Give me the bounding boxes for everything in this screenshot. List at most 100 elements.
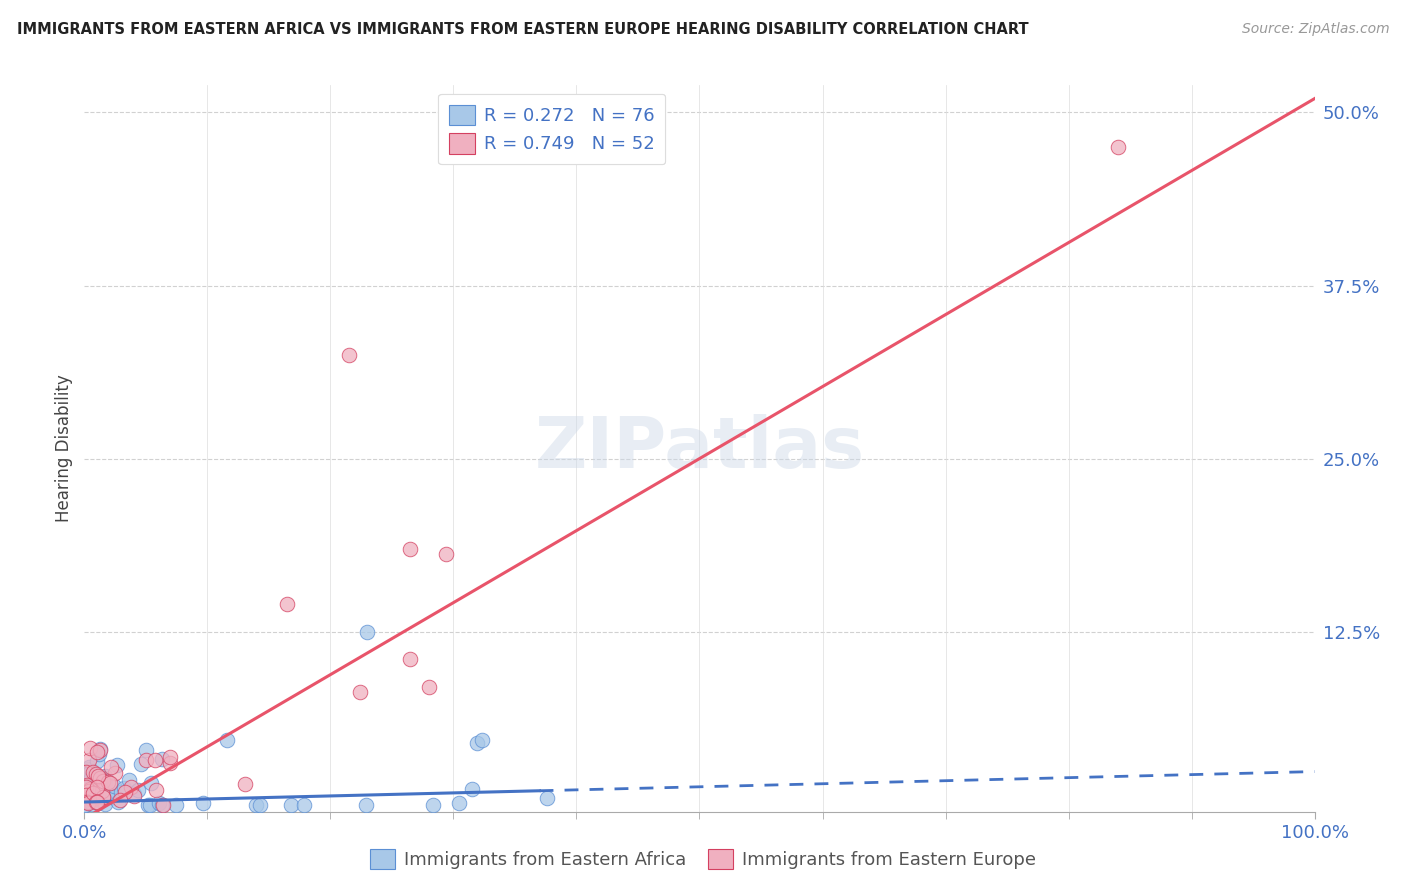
- Point: [191, 796, 214, 810]
- Point: [89, 743, 111, 757]
- Point: [233, 776, 256, 790]
- Point: [112, 780, 135, 795]
- Point: [75, 788, 97, 802]
- Point: [93, 769, 115, 783]
- Point: [83, 793, 105, 807]
- Point: [89, 742, 111, 756]
- Point: [143, 753, 166, 767]
- Point: [75, 766, 97, 780]
- Point: [77, 789, 100, 803]
- Point: [129, 756, 152, 771]
- Point: [135, 742, 157, 756]
- Point: [80, 789, 103, 804]
- Point: [79, 781, 101, 796]
- Point: [122, 788, 145, 802]
- Point: [90, 793, 112, 807]
- Point: [148, 797, 170, 811]
- Point: [145, 782, 167, 797]
- Point: [349, 684, 371, 698]
- Point: [77, 784, 100, 798]
- Point: [84, 795, 107, 809]
- Point: [82, 782, 104, 797]
- Text: IMMIGRANTS FROM EASTERN AFRICA VS IMMIGRANTS FROM EASTERN EUROPE HEARING DISABIL: IMMIGRANTS FROM EASTERN AFRICA VS IMMIGR…: [17, 22, 1029, 37]
- Point: [87, 796, 110, 810]
- Point: [75, 791, 97, 805]
- Point: [152, 797, 174, 812]
- Point: [136, 797, 159, 812]
- Point: [159, 756, 181, 770]
- Point: [76, 796, 98, 810]
- Point: [249, 797, 271, 812]
- Point: [77, 765, 100, 780]
- Point: [110, 784, 132, 798]
- Text: ZIPatlas: ZIPatlas: [534, 414, 865, 483]
- Point: [80, 784, 103, 798]
- Point: [82, 792, 104, 806]
- Point: [75, 797, 97, 812]
- Point: [98, 789, 121, 803]
- Point: [150, 752, 173, 766]
- Point: [337, 348, 360, 362]
- Point: [356, 624, 378, 639]
- Point: [80, 771, 103, 785]
- Point: [77, 784, 100, 798]
- Point: [79, 779, 101, 793]
- Point: [104, 765, 127, 780]
- Point: [114, 785, 136, 799]
- Point: [93, 790, 115, 805]
- Point: [77, 762, 100, 776]
- Point: [91, 789, 114, 804]
- Point: [76, 784, 98, 798]
- Point: [77, 791, 100, 805]
- Point: [77, 753, 100, 767]
- Point: [150, 797, 173, 812]
- Point: [75, 774, 97, 789]
- Point: [97, 788, 120, 802]
- Point: [77, 783, 100, 797]
- Point: [76, 788, 98, 802]
- Point: [73, 797, 96, 812]
- Point: [89, 747, 111, 761]
- Point: [139, 776, 162, 790]
- Point: [118, 772, 141, 787]
- Point: [82, 790, 104, 805]
- Point: [90, 784, 112, 798]
- Point: [77, 796, 100, 810]
- Point: [165, 797, 187, 812]
- Point: [107, 758, 129, 772]
- Point: [93, 774, 115, 789]
- Point: [82, 764, 104, 779]
- Point: [94, 797, 117, 811]
- Point: [79, 795, 101, 809]
- Point: [399, 541, 422, 556]
- Point: [127, 783, 149, 797]
- Point: [86, 788, 108, 802]
- Point: [1107, 140, 1129, 154]
- Point: [460, 781, 482, 796]
- Point: [86, 780, 108, 794]
- Legend: Immigrants from Eastern Africa, Immigrants from Eastern Europe: Immigrants from Eastern Africa, Immigran…: [361, 839, 1045, 879]
- Point: [103, 779, 125, 793]
- Point: [107, 795, 129, 809]
- Point: [84, 788, 107, 802]
- Point: [75, 788, 97, 802]
- Point: [280, 797, 302, 812]
- Point: [82, 789, 104, 804]
- Point: [354, 797, 377, 812]
- Point: [75, 780, 97, 795]
- Legend: R = 0.272   N = 76, R = 0.749   N = 52: R = 0.272 N = 76, R = 0.749 N = 52: [439, 94, 665, 164]
- Point: [93, 774, 115, 789]
- Point: [86, 746, 108, 760]
- Point: [86, 795, 108, 809]
- Point: [139, 797, 162, 812]
- Text: Source: ZipAtlas.com: Source: ZipAtlas.com: [1241, 22, 1389, 37]
- Point: [80, 791, 103, 805]
- Point: [449, 796, 471, 810]
- Point: [76, 778, 98, 792]
- Point: [418, 680, 440, 694]
- Point: [94, 784, 117, 798]
- Point: [82, 779, 104, 793]
- Point: [399, 652, 422, 666]
- Point: [80, 797, 103, 811]
- Point: [76, 793, 98, 807]
